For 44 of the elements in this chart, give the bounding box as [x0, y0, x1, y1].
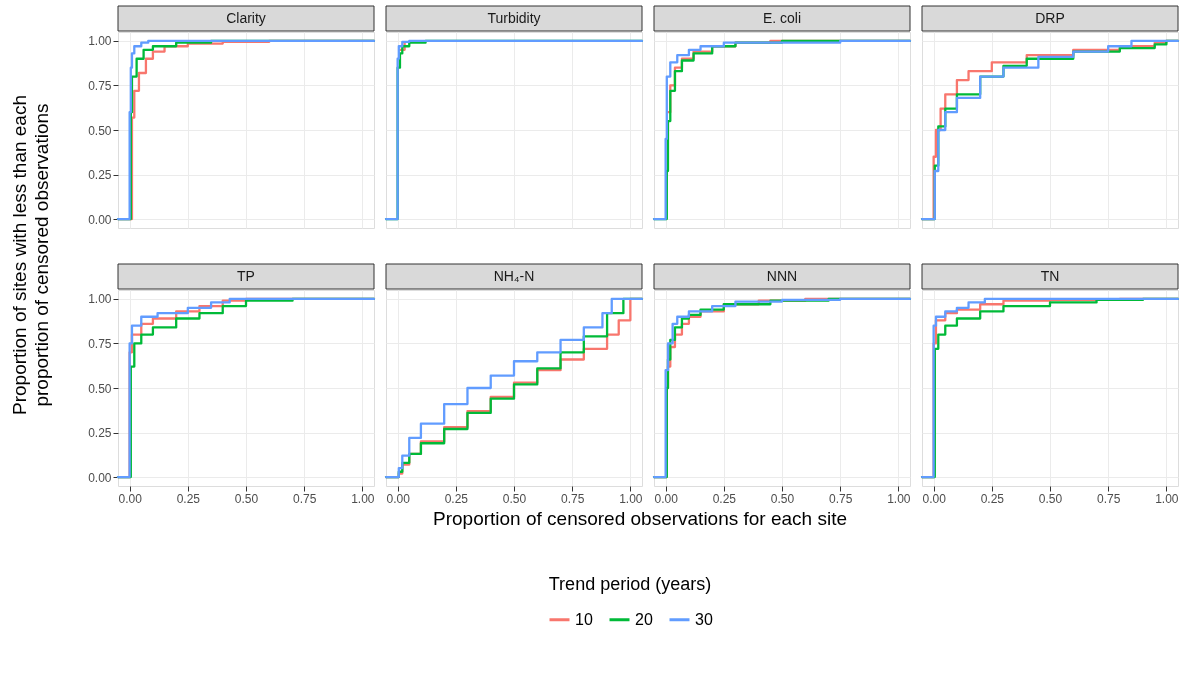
x-tick-label: 0.00 — [386, 491, 411, 506]
x-tick-label: 0.75 — [293, 491, 317, 506]
chart-title: NNN — [766, 268, 798, 284]
x-axis-title: Proportion of censored observations for each site — [432, 508, 848, 529]
x-tick-label: 0.75 — [829, 491, 853, 506]
y-tick-label: 0.50 — [88, 381, 112, 396]
x-tick-label: 0.00 — [118, 491, 143, 506]
x-tick-label: 0.25 — [712, 491, 737, 506]
x-tick-label: 1.00 — [619, 491, 643, 506]
x-tick-label: 0.00 — [654, 491, 679, 506]
legend-title: Trend period (years) — [548, 574, 712, 594]
y-tick-label: 0.00 — [88, 470, 112, 485]
chart-title: TN — [1040, 268, 1060, 284]
x-tick-label: 0.25 — [980, 491, 1005, 506]
x-tick-label: 0.25 — [176, 491, 201, 506]
legend-label: 30 — [695, 610, 713, 628]
x-tick-label: 0.50 — [502, 491, 527, 506]
chart-title: E. coli — [762, 10, 802, 26]
x-tick-label: 0.25 — [444, 491, 469, 506]
legend-label: 20 — [635, 610, 653, 628]
y-tick-label: 0.25 — [88, 168, 112, 183]
x-tick-label: 1.00 — [887, 491, 911, 506]
y-tick-label: 0.00 — [88, 212, 112, 227]
y-tick-label: 1.00 — [88, 292, 112, 307]
y-tick-label: 1.00 — [88, 34, 112, 49]
x-tick-label: 1.00 — [351, 491, 375, 506]
y-tick-label: 0.75 — [88, 336, 112, 351]
x-tick-label: 0.75 — [561, 491, 585, 506]
x-tick-label: 0.75 — [1097, 491, 1121, 506]
y-tick-label: 0.25 — [88, 426, 112, 441]
chart-title: Turbidity — [487, 10, 541, 26]
chart-title: Clarity — [226, 10, 266, 26]
chart-title: DRP — [1035, 10, 1065, 26]
x-tick-label: 0.50 — [1038, 491, 1063, 506]
legend-label: 10 — [575, 610, 593, 628]
x-tick-label: 0.00 — [922, 491, 947, 506]
chart-title: TP — [237, 268, 255, 284]
y-tick-label: 0.50 — [88, 123, 112, 138]
x-tick-label: 0.50 — [234, 491, 259, 506]
x-tick-label: 0.50 — [770, 491, 795, 506]
y-tick-label: 0.75 — [88, 78, 112, 93]
x-tick-label: 1.00 — [1155, 491, 1179, 506]
y-axis-title: Proportion of sites with less than each proportion of censored observations — [9, 94, 52, 416]
chart-title: NH₄-N — [493, 268, 535, 284]
